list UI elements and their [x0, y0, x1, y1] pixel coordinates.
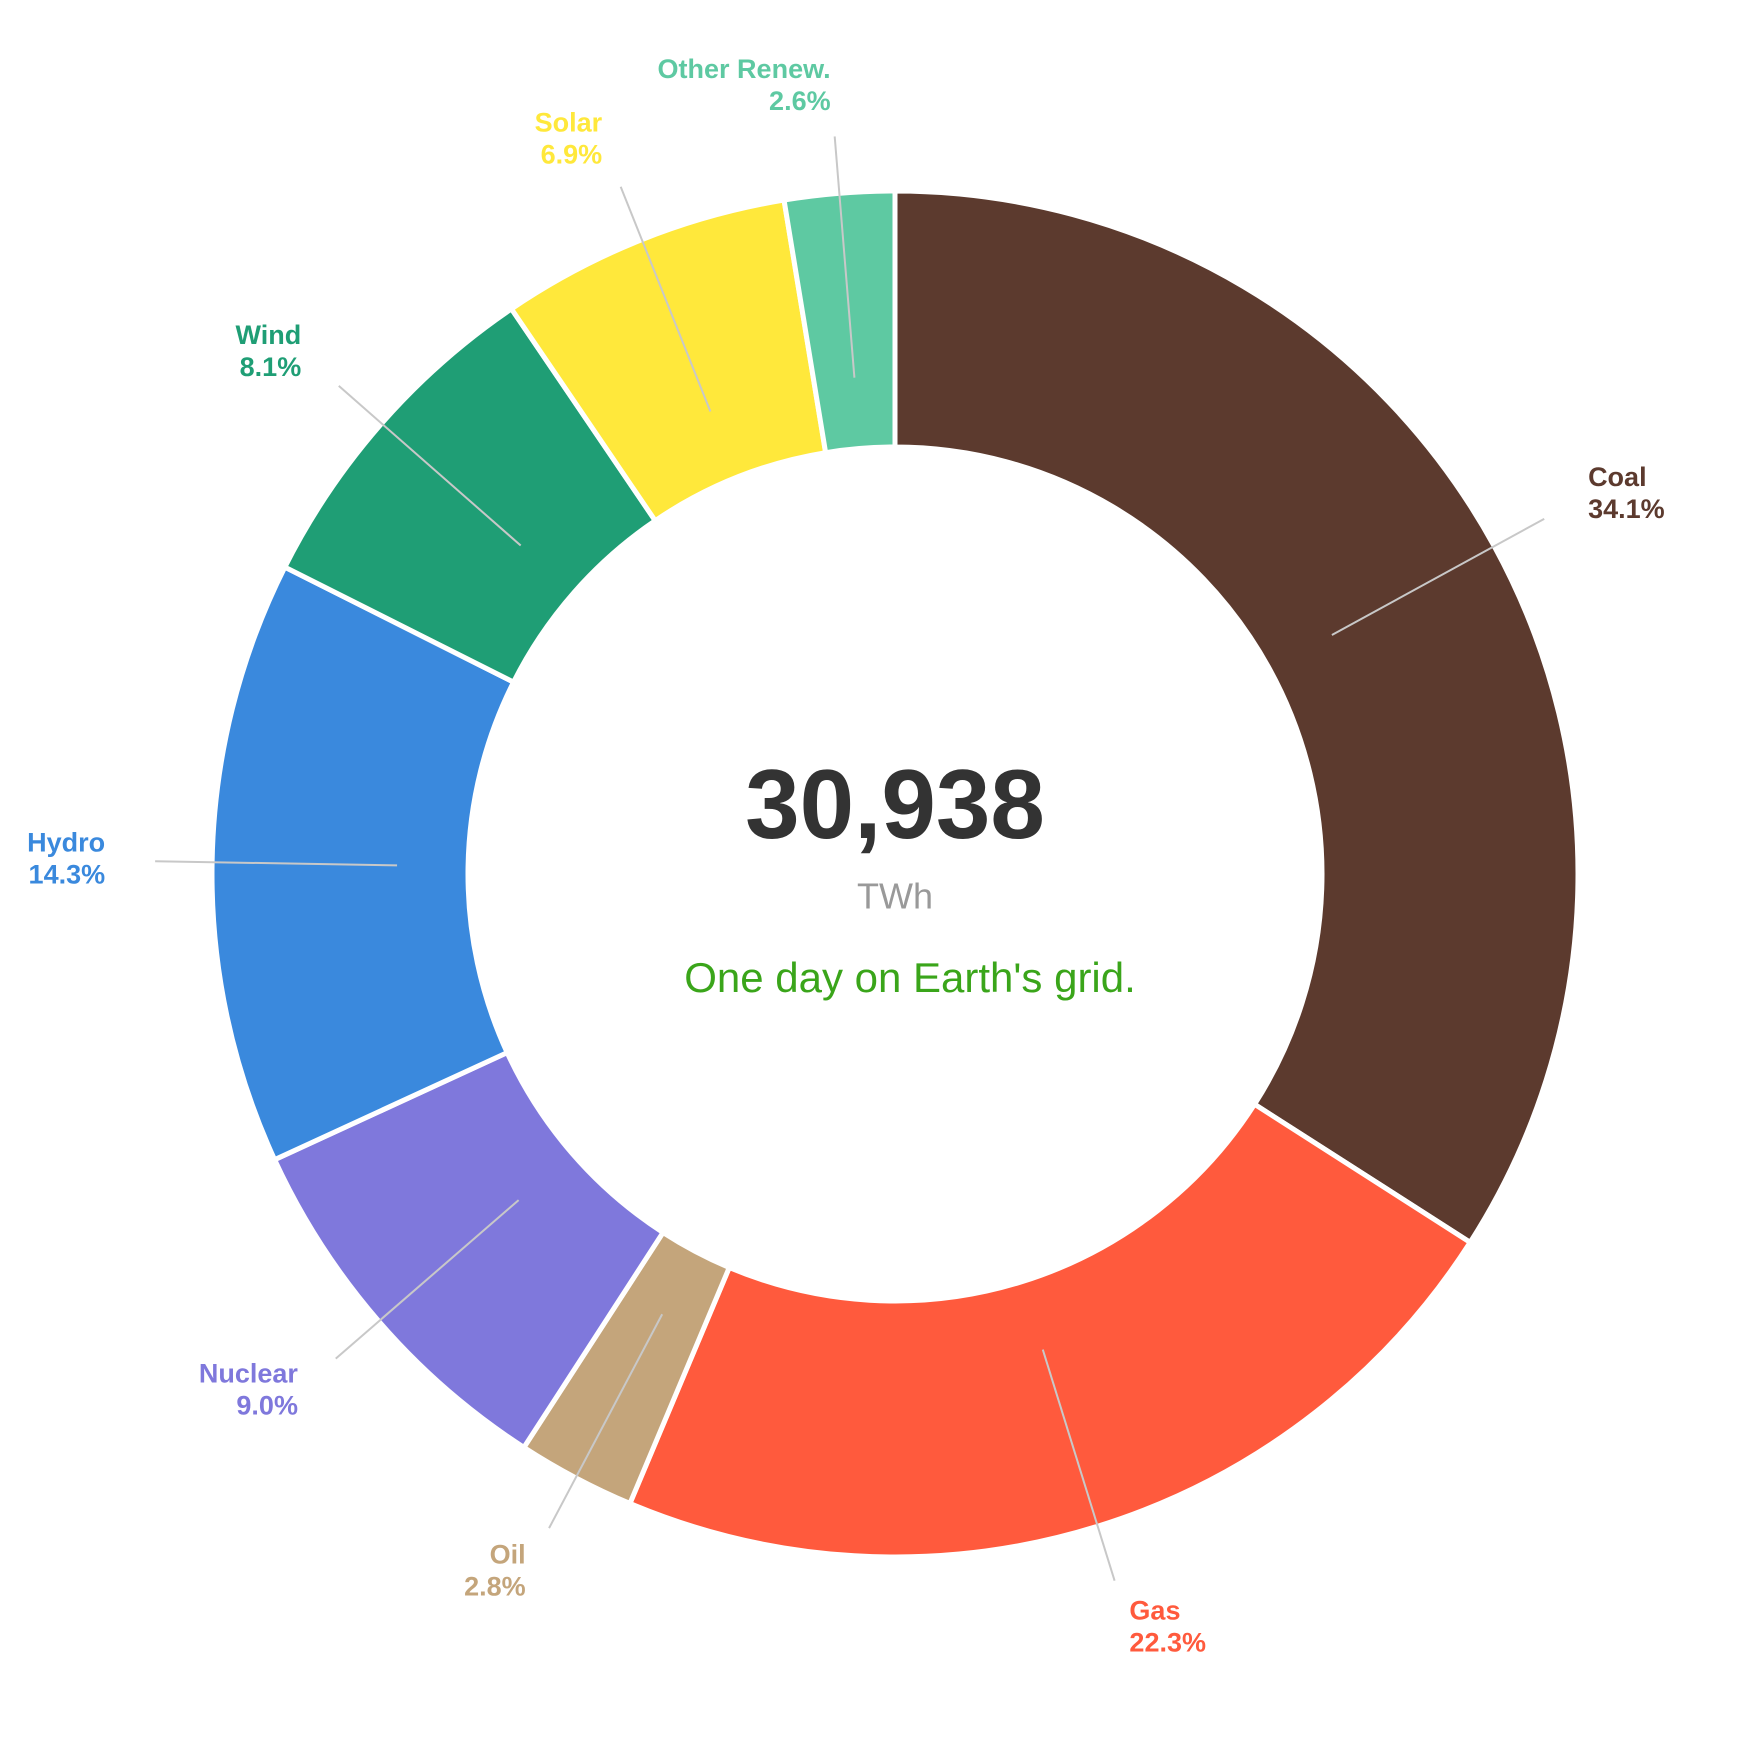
slice [626, 1100, 1474, 1560]
slice-value-label: 6.9% [541, 139, 603, 169]
leader-line [548, 1313, 664, 1529]
leader-line [155, 860, 398, 867]
leader-line [338, 385, 522, 547]
slice-value-label: 2.6% [769, 86, 831, 116]
slice [209, 563, 517, 1163]
slice [781, 188, 898, 456]
leader-line [1041, 1349, 1116, 1581]
slice [892, 188, 1581, 1246]
slice-value-label: 8.1% [240, 352, 302, 382]
slice-label: Wind [235, 320, 301, 350]
slice-value-label: 34.1% [1588, 494, 1665, 524]
leader-line [335, 1199, 520, 1360]
slice-label: Gas [1129, 1596, 1180, 1626]
slice-label: Solar [535, 107, 603, 137]
center-unit: TWh [857, 876, 933, 917]
slice-value-label: 14.3% [29, 859, 106, 889]
slice-label: Oil [490, 1539, 526, 1569]
slice-label: Hydro [27, 827, 105, 857]
slice-label: Other Renew. [658, 54, 831, 84]
slice-label: Nuclear [199, 1358, 299, 1388]
subtitle: One day on Earth's grid. [684, 954, 1136, 1001]
slice-value-label: 22.3% [1129, 1628, 1206, 1658]
slice-value-label: 9.0% [236, 1390, 298, 1420]
slice-value-label: 2.8% [464, 1571, 526, 1601]
leader-line [1331, 517, 1545, 636]
leader-line [619, 186, 712, 412]
slice-label: Coal [1588, 462, 1647, 492]
center-value: 30,938 [745, 749, 1045, 859]
leader-line [833, 136, 856, 378]
